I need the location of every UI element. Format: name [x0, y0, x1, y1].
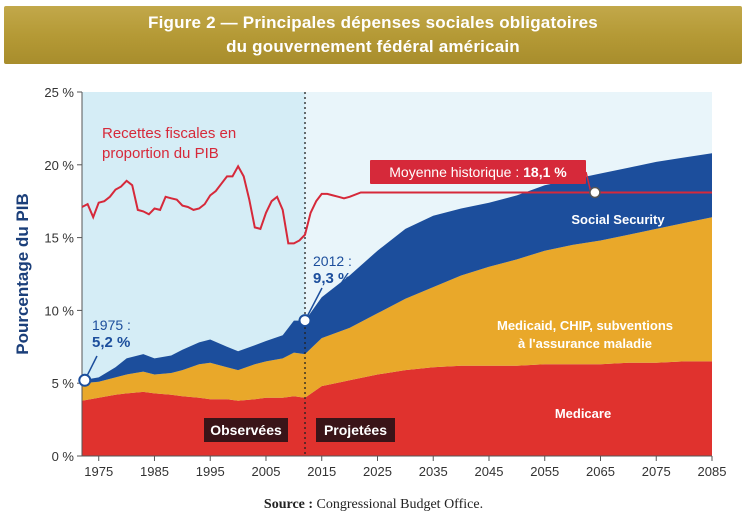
series-label-medicaid-line2: à l'assurance maladie — [518, 336, 652, 351]
y-tick-label: 15 % — [44, 231, 74, 246]
historical-average-value: 18,1 % — [523, 164, 567, 180]
phase-label-projected: Projetées — [324, 422, 387, 438]
annotation-2012-value: 9,3 % — [313, 270, 351, 287]
figure-title-line2: du gouvernement fédéral américain — [226, 37, 520, 56]
historical-average-marker — [589, 186, 601, 199]
historical-average-label: Moyenne historique : 18,1 % — [389, 164, 567, 180]
annotation-2012-marker — [298, 314, 312, 328]
x-tick-label: 2035 — [419, 464, 448, 479]
x-tick-label: 2005 — [252, 464, 281, 479]
x-tick-label: 2055 — [530, 464, 559, 479]
source-text: Congressional Budget Office. — [316, 497, 484, 512]
area-social-security — [82, 153, 712, 384]
y-tick-label: 5 % — [52, 376, 75, 391]
x-tick-label: 2065 — [586, 464, 615, 479]
source-label: Source : — [263, 497, 314, 512]
series-label-medicaid-line1: Medicaid, CHIP, subventions — [497, 318, 673, 333]
revenue-label-line1: Recettes fiscales en — [102, 125, 236, 142]
x-tick-label: 2075 — [642, 464, 671, 479]
annotation-1975-year: 1975 : — [92, 317, 131, 333]
x-tick-label: 1985 — [140, 464, 169, 479]
annotation-1975-value: 5,2 % — [92, 334, 130, 351]
y-tick-label: 25 % — [44, 85, 74, 100]
source-note: Source : Congressional Budget Office. — [0, 497, 747, 513]
x-tick-label: 2015 — [307, 464, 336, 479]
phase-label-observed-box — [204, 418, 288, 442]
annotation-1975-marker — [78, 373, 92, 387]
historical-average-text: Moyenne historique : — [389, 164, 523, 180]
y-tick-label: 0 % — [52, 449, 75, 464]
annotation-2012-year: 2012 : — [313, 253, 352, 269]
x-tick-label: 1975 — [84, 464, 113, 479]
figure-title-line1: Figure 2 — Principales dépenses sociales… — [148, 13, 598, 32]
area-medicaid — [82, 217, 712, 401]
revenue-line — [81, 164, 712, 245]
series-label-social-security: Social Security — [571, 212, 665, 227]
series-label-medicare: Medicare — [555, 406, 611, 421]
x-tick-label: 1995 — [196, 464, 225, 479]
x-tick-label: 2045 — [475, 464, 504, 479]
x-tick-label: 2085 — [698, 464, 727, 479]
revenue-label-line2: proportion du PIB — [102, 145, 219, 162]
y-tick-label: 20 % — [44, 158, 74, 173]
figure-title-banner: Figure 2 — Principales dépenses sociales… — [4, 6, 742, 64]
phase-label-projected-box — [316, 418, 395, 442]
phase-label-observed: Observées — [210, 422, 282, 438]
historical-average-box — [370, 160, 586, 184]
x-tick-label: 2025 — [363, 464, 392, 479]
y-axis-label: Pourcentage du PIB — [13, 193, 32, 355]
y-tick-label: 10 % — [44, 303, 74, 318]
historical-average-leader — [585, 171, 592, 193]
